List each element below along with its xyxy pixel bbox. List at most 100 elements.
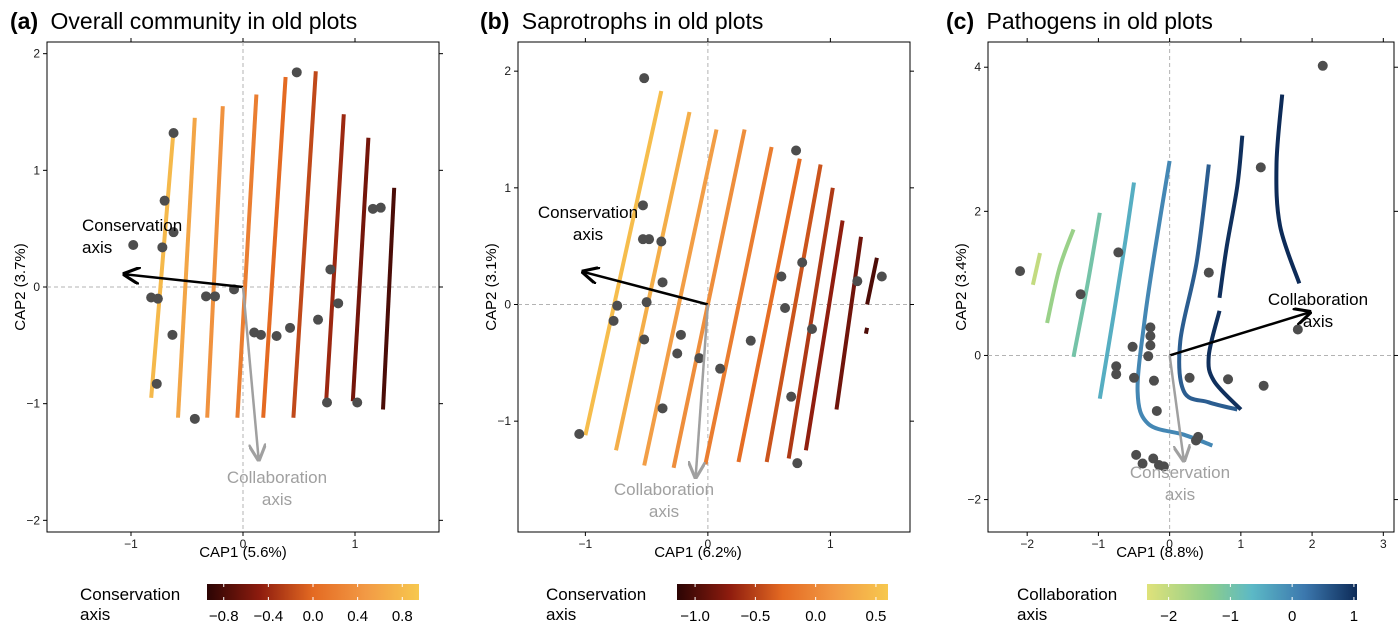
panel-b-x-tick-label: 0: [705, 537, 712, 551]
panel-a-contour-5: [291, 71, 318, 418]
panel-b-point-3: [644, 234, 655, 245]
panel-b-point-12: [694, 353, 705, 364]
panel-a-point-4: [128, 240, 139, 250]
panel-a-arrow-label-1: Collaboration axis: [227, 468, 327, 509]
panel-b-arrow-1: [696, 304, 710, 478]
panel-c-point-19: [1190, 435, 1201, 446]
panel-c-point-13: [1148, 453, 1159, 464]
panel-a-contour-1: [176, 117, 197, 418]
panel-c-colorbar-tick-label: −2: [1160, 608, 1177, 625]
panel-a-y-tick-label: −1: [26, 397, 40, 411]
panel-b-colorbar-tick-label: 0.5: [866, 608, 887, 625]
panel-b-point-16: [745, 335, 756, 346]
panel-c-x-label: CAP1 (8.8%): [1116, 544, 1204, 561]
panel-c-contour-5: [1177, 164, 1238, 412]
panel-c-arrow-label-1: Conservation axis: [1130, 463, 1230, 504]
panel-b-point-21: [786, 391, 797, 402]
panel-b-x-label: CAP1 (6.2%): [654, 544, 742, 561]
panel-a-arrow-0: [124, 274, 244, 289]
panel-c-point-12: [1151, 405, 1162, 416]
panel-c-x-tick-label: 0: [1166, 537, 1173, 551]
panel-c-point-4: [1111, 369, 1122, 380]
panel-b-title: (b) Saprotrophs in old plots: [480, 8, 763, 34]
panel-a-point-14: [255, 329, 266, 340]
panel-c-x-tick-label: 3: [1380, 537, 1387, 551]
panel-b-x-tick-label: −1: [579, 537, 593, 551]
panel-c-contour-4: [1135, 160, 1214, 448]
panel-a-title: (a) Overall community in old plots: [10, 8, 357, 34]
panel-a-point-24: [375, 202, 386, 213]
panel-a-colorbar-tick-label: 0.8: [392, 608, 413, 625]
panel-a-colorbar-tick-label: 0.4: [347, 608, 368, 625]
panel-b-point-19: [791, 145, 802, 156]
panel-b-contour-11: [863, 327, 870, 335]
panel-c-point-22: [1223, 374, 1234, 385]
panel-b-contour-6: [764, 164, 823, 463]
panel-b-colorbar-gradient: [677, 584, 888, 600]
panel-c-x-tick-label: −2: [1020, 537, 1034, 551]
panel-c-colorbar-tick-label: −1: [1222, 608, 1239, 625]
panel-b-colorbar-tick-label: −0.5: [741, 608, 771, 625]
panel-b-point-25: [792, 458, 803, 469]
panel-c-label: (c): [946, 8, 974, 34]
panel-c-colorbar-title: Collaboration axis: [1017, 585, 1117, 624]
panel-a-point-22: [352, 397, 363, 408]
panel-b-y-tick-label: 1: [504, 181, 511, 195]
panel-b-colorbar-tick-label: 0.0: [805, 608, 826, 625]
panel-c-colorbar-gradient: [1147, 584, 1357, 600]
panel-b-point-18: [780, 303, 791, 313]
panel-b-point-7: [608, 315, 619, 326]
panel-c-arrow-label-0: Collaboration axis: [1268, 290, 1368, 331]
panel-a-point-23: [367, 203, 378, 214]
panel-b-points: [574, 73, 887, 469]
panel-a-point-0: [168, 128, 179, 138]
panel-a-x-tick-label: 1: [352, 537, 359, 551]
panel-c-plot-frame: [987, 41, 1395, 533]
panel-a-point-7: [167, 329, 178, 340]
panel-a-y-axis: −2 −1 0 1 2: [26, 47, 443, 527]
panel-a-arrow-label-0: Conservation axis: [82, 216, 182, 257]
panel-a-contour-3: [235, 94, 259, 418]
panel-b-point-4: [656, 236, 667, 247]
panel-c-point-24: [1258, 380, 1269, 391]
panel-c-point-6: [1129, 372, 1140, 383]
panel-c-point-26: [1317, 60, 1328, 71]
panel-b-contour-3: [671, 129, 747, 469]
panel-a-contours: [149, 71, 397, 418]
panel-a-point-2: [168, 227, 179, 238]
panel-a-y-tick-label: 1: [33, 163, 40, 177]
panel-b-point-6: [612, 300, 623, 311]
panel-b-point-20: [797, 257, 808, 268]
panel-a-x-label: CAP1 (5.6%): [199, 544, 287, 561]
panel-c-point-25: [1292, 324, 1303, 335]
panel-a-points: [128, 67, 386, 424]
panel-a-overall-community: (a) Overall community in old plots Conse…: [10, 8, 443, 625]
panel-c-contour-8: [1274, 94, 1302, 285]
panel-c-point-10: [1145, 322, 1156, 333]
panel-b-point-0: [639, 73, 650, 84]
panel-b-contour-8: [803, 220, 845, 451]
panel-b-label: (b): [480, 8, 509, 34]
panel-b-contour-9: [834, 236, 863, 410]
panel-c-point-1: [1075, 289, 1086, 300]
panel-c-point-5: [1127, 341, 1138, 352]
panel-a-contour-0: [149, 129, 176, 398]
panel-c-point-3: [1111, 361, 1122, 372]
panel-b-contour-0: [583, 90, 664, 436]
panel-b-y-label: CAP2 (3.1%): [483, 243, 500, 331]
panel-a-colorbar-tick-label: −0.4: [254, 608, 284, 625]
panel-c-contour-7: [1206, 310, 1243, 411]
panel-c-y-axis: −2 0 2 4: [967, 60, 1398, 507]
panel-c-point-0: [1015, 266, 1026, 277]
panel-c-points: [1015, 60, 1328, 472]
panel-a-point-6: [152, 293, 163, 304]
panel-c-contours: [1030, 94, 1302, 448]
panel-b-contour-5: [736, 158, 802, 463]
panel-a-contour-7: [350, 137, 371, 402]
panel-b-colorbar-title: Conservation axis: [546, 585, 646, 624]
panel-b-arrow-0: [583, 272, 709, 306]
panel-b-arrow-label-1: Collaboration axis: [614, 480, 714, 521]
panel-c-y-tick-label: 2: [974, 204, 981, 218]
panel-b-point-11: [672, 348, 683, 359]
